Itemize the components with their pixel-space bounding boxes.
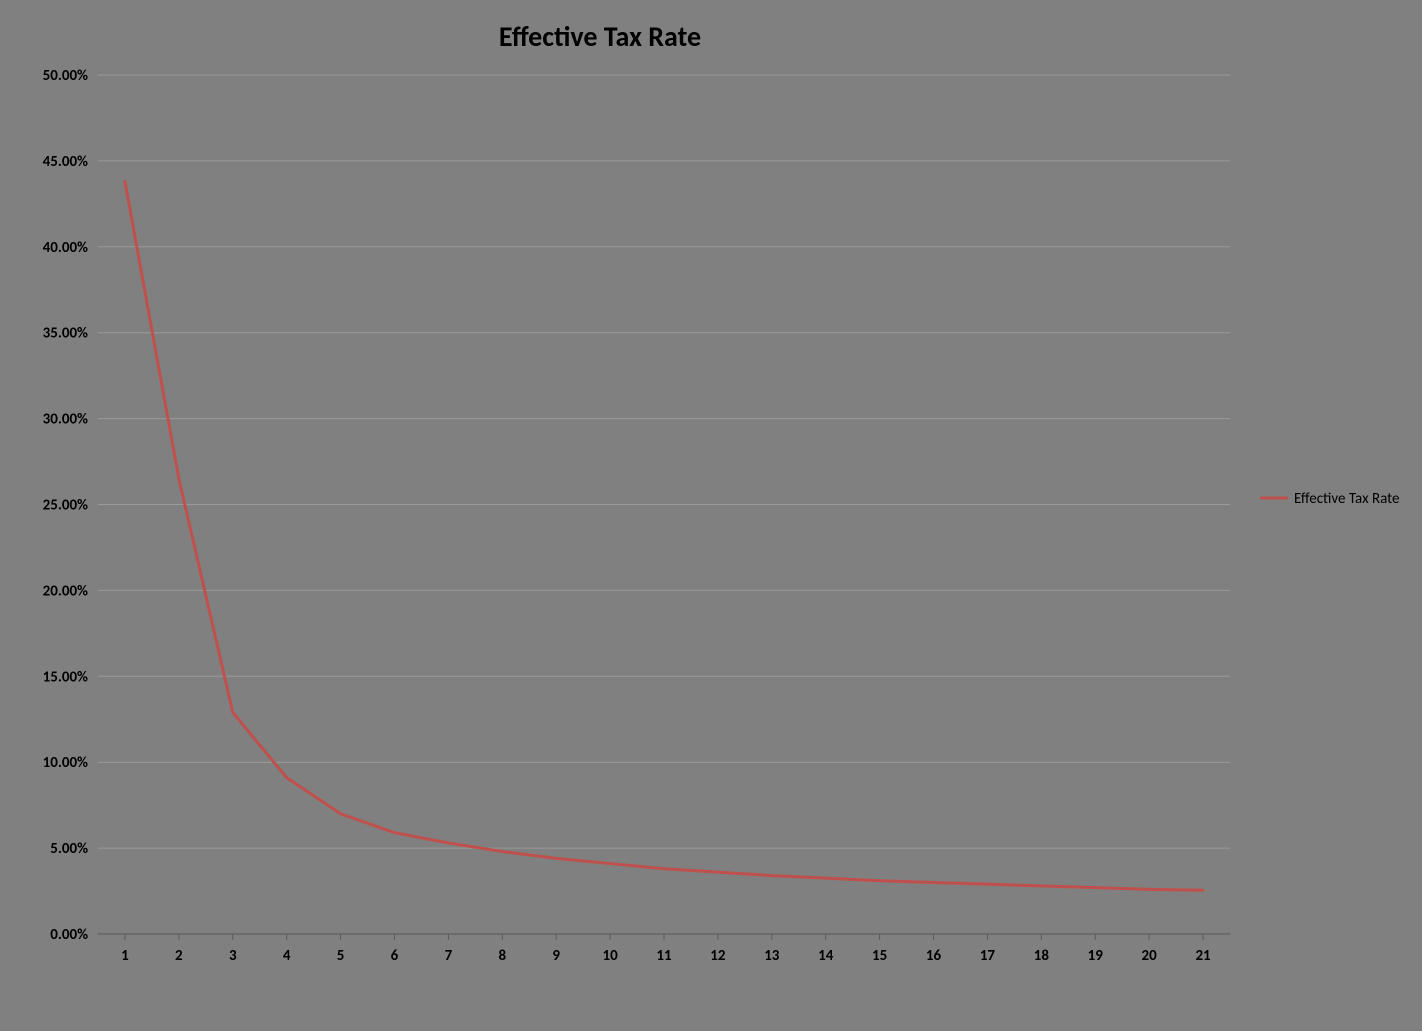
y-tick-label: 50.00% [43, 67, 88, 85]
x-tick-label: 12 [710, 947, 726, 965]
y-tick-label: 25.00% [43, 497, 88, 515]
x-tick-label: 11 [656, 947, 672, 965]
line-chart: 0.00% 5.00% 10.00% 15.00% 20.00% 25.00% 30.00%… [0, 0, 1422, 1031]
x-tick-label: 5 [337, 947, 345, 965]
x-tick-label: 17 [980, 947, 996, 965]
y-tick-label: 20.00% [43, 582, 88, 600]
x-tick-label: 8 [498, 947, 506, 965]
y-tick-label: 35.00% [43, 325, 88, 343]
x-tick-label: 20 [1142, 947, 1158, 965]
x-tick-label: 1 [121, 947, 129, 965]
y-tick-label: 0.00% [50, 926, 88, 944]
x-tick-label: 18 [1034, 947, 1050, 965]
x-tick-label: 6 [391, 947, 399, 965]
y-tick-label: 30.00% [43, 411, 88, 429]
x-tick-label: 10 [602, 947, 618, 965]
x-tick-label: 7 [445, 947, 453, 965]
x-tick-label: 15 [872, 947, 887, 965]
y-tick-label: 5.00% [50, 840, 88, 858]
chart-background [0, 0, 1422, 1031]
x-tick-label: 14 [818, 947, 834, 965]
x-tick-label: 2 [175, 947, 183, 965]
x-tick-label: 9 [552, 947, 560, 965]
legend-label: Effective Tax Rate [1294, 490, 1399, 508]
y-tick-label: 15.00% [43, 668, 88, 686]
x-tick-label: 3 [229, 947, 237, 965]
y-tick-label: 10.00% [43, 754, 88, 772]
chart-title: Effective Tax Rate [499, 19, 701, 54]
x-tick-label: 13 [764, 947, 780, 965]
x-tick-label: 16 [926, 947, 942, 965]
x-tick-label: 4 [283, 947, 291, 965]
x-tick-label: 19 [1088, 947, 1104, 965]
chart-container: 0.00% 5.00% 10.00% 15.00% 20.00% 25.00% 30.00%… [0, 0, 1422, 1031]
x-tick-label: 21 [1195, 947, 1211, 965]
y-tick-label: 40.00% [43, 239, 88, 257]
y-tick-label: 45.00% [43, 153, 88, 171]
